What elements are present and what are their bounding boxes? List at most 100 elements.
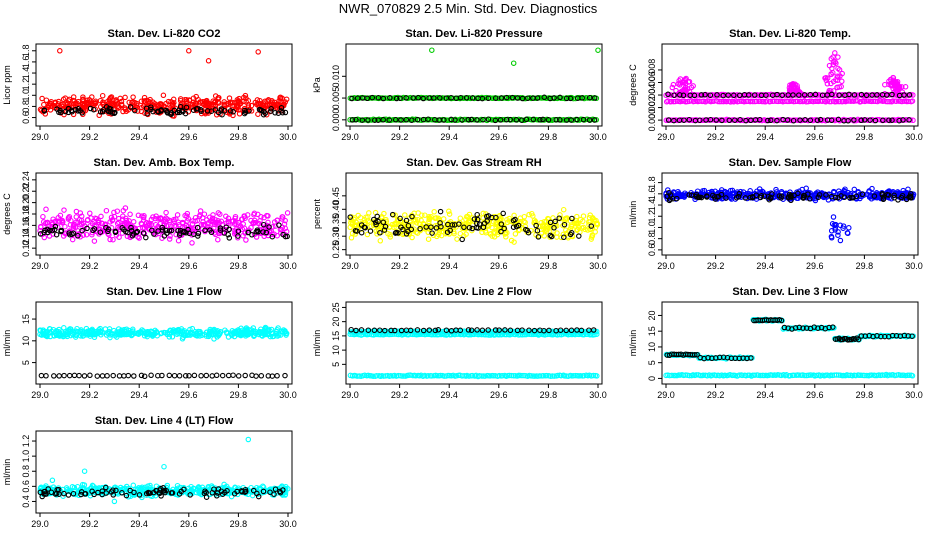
data-point-secondary bbox=[414, 116, 421, 123]
data-point-secondary bbox=[227, 108, 234, 114]
data-point-secondary bbox=[500, 210, 506, 217]
data-point-secondary bbox=[87, 372, 93, 379]
x-tick-label: 29.4 bbox=[130, 519, 148, 529]
data-point-secondary bbox=[720, 92, 726, 99]
data-point bbox=[882, 81, 888, 88]
data-point bbox=[145, 111, 151, 118]
data-point bbox=[835, 54, 841, 60]
data-point-secondary bbox=[671, 117, 677, 124]
data-point bbox=[400, 117, 407, 123]
x-tick-label: 30.0 bbox=[279, 261, 297, 271]
data-point bbox=[186, 48, 192, 54]
data-point-secondary bbox=[492, 117, 499, 124]
data-point-secondary bbox=[171, 372, 178, 379]
data-point-secondary bbox=[836, 92, 842, 98]
data-point bbox=[75, 98, 82, 105]
y-tick-label: 0.45 bbox=[331, 187, 341, 205]
data-point bbox=[233, 103, 240, 110]
data-point-secondary bbox=[278, 105, 285, 111]
data-point bbox=[64, 99, 70, 106]
data-point bbox=[767, 98, 774, 105]
data-point-secondary bbox=[592, 95, 598, 101]
x-tick-label: 29.8 bbox=[540, 132, 558, 142]
data-point-secondary bbox=[76, 372, 82, 379]
data-point bbox=[97, 97, 104, 104]
data-point bbox=[799, 117, 806, 124]
data-point bbox=[177, 96, 184, 102]
data-point-secondary bbox=[191, 372, 198, 379]
data-point bbox=[532, 95, 538, 102]
data-point-secondary bbox=[751, 92, 758, 98]
data-point bbox=[248, 102, 255, 109]
data-point-secondary bbox=[586, 117, 593, 123]
y-tick-label: 0.002 bbox=[647, 96, 657, 119]
data-point-secondary bbox=[99, 109, 106, 115]
data-point-secondary bbox=[564, 95, 570, 102]
data-point-secondary bbox=[574, 116, 580, 123]
x-tick-label: 29.0 bbox=[657, 132, 675, 142]
data-point-secondary bbox=[901, 92, 907, 98]
data-point-secondary bbox=[802, 117, 808, 123]
data-point-secondary bbox=[469, 95, 476, 101]
data-point-secondary bbox=[279, 109, 286, 116]
data-point-secondary bbox=[457, 94, 464, 101]
data-point bbox=[839, 70, 845, 77]
plot-frame bbox=[35, 43, 293, 127]
y-tick-label: 0.8 bbox=[21, 100, 31, 113]
data-point bbox=[715, 98, 721, 105]
data-point bbox=[195, 96, 201, 103]
data-point-secondary bbox=[665, 117, 672, 123]
y-tick-label: 20 bbox=[647, 310, 657, 320]
data-point-secondary bbox=[198, 108, 204, 114]
data-point-secondary bbox=[230, 109, 236, 115]
chart-title: Stan. Dev. Amb. Box Temp. bbox=[94, 157, 235, 169]
x-tick-label: 29.2 bbox=[391, 390, 409, 400]
data-point-secondary bbox=[409, 117, 415, 123]
y-tick-label: 0.004 bbox=[647, 84, 657, 107]
data-point-secondary bbox=[387, 95, 393, 101]
data-point bbox=[496, 95, 502, 102]
data-point bbox=[114, 103, 121, 110]
data-point-secondary bbox=[702, 91, 708, 98]
data-point-secondary bbox=[503, 116, 510, 123]
data-point-secondary bbox=[77, 108, 83, 114]
data-point-secondary bbox=[90, 106, 97, 113]
x-tick-label: 29.0 bbox=[31, 261, 49, 271]
data-point-secondary bbox=[540, 116, 546, 123]
data-point bbox=[71, 101, 77, 107]
y-tick-label: 0.006 bbox=[647, 71, 657, 94]
data-point-secondary bbox=[863, 92, 870, 99]
data-point-secondary bbox=[829, 91, 835, 98]
data-point-secondary bbox=[392, 116, 399, 123]
data-point bbox=[471, 116, 477, 123]
chart-title: Stan. Dev. Line 2 Flow bbox=[416, 286, 532, 298]
data-point bbox=[562, 117, 568, 123]
y-tick-label: 0.000 bbox=[647, 109, 657, 132]
data-point bbox=[681, 86, 687, 92]
y-tick-label: 0.20 bbox=[21, 194, 31, 212]
data-point-secondary bbox=[375, 94, 382, 101]
data-point bbox=[284, 210, 291, 216]
data-point-secondary bbox=[375, 117, 381, 123]
data-point-secondary bbox=[204, 108, 211, 114]
data-point bbox=[205, 58, 212, 64]
data-point-secondary bbox=[497, 117, 504, 123]
data-point-secondary bbox=[763, 92, 769, 98]
y-tick-label: 10 bbox=[21, 336, 31, 346]
data-point bbox=[402, 212, 408, 218]
data-point-secondary bbox=[580, 116, 587, 123]
data-point-secondary bbox=[353, 116, 359, 123]
data-point bbox=[882, 117, 889, 123]
data-point bbox=[163, 209, 169, 216]
data-point-secondary bbox=[465, 116, 472, 123]
data-point bbox=[595, 47, 601, 53]
y-tick-label: 5 bbox=[331, 362, 341, 367]
data-point bbox=[846, 225, 852, 231]
data-point bbox=[91, 238, 98, 244]
data-point bbox=[833, 60, 839, 66]
data-point-secondary bbox=[213, 372, 220, 379]
y-tick-label: 1.2 bbox=[21, 435, 31, 448]
data-point bbox=[797, 98, 804, 105]
